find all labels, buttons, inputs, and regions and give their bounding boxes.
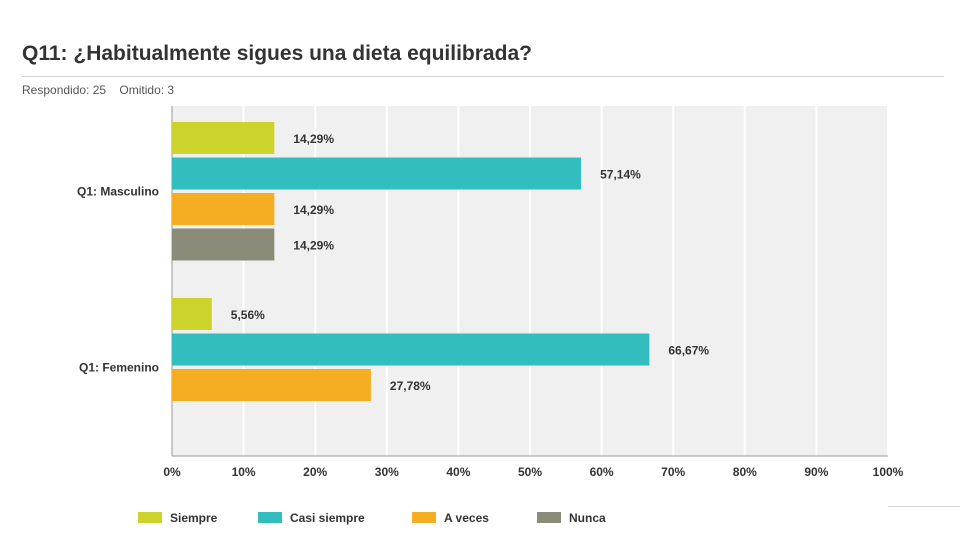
response-stats: Respondido: 25 Omitido: 3 — [22, 83, 184, 97]
legend-swatch — [537, 512, 561, 523]
answered-count: Respondido: 25 — [22, 83, 107, 97]
bar — [172, 298, 212, 330]
x-tick-label: 30% — [375, 465, 399, 479]
bar — [172, 369, 371, 401]
bar — [172, 157, 582, 190]
x-tick-label: 90% — [804, 465, 828, 479]
legend-label: Nunca — [569, 511, 606, 525]
chart-title: Q11: ¿Habitualmente sigues una dieta equ… — [22, 42, 532, 65]
x-tick-label: 80% — [733, 465, 757, 479]
x-tick-label: 10% — [232, 465, 256, 479]
data-label: 57,14% — [600, 168, 641, 182]
legend-label: Casi siempre — [290, 511, 365, 525]
data-label: 5,56% — [231, 308, 265, 322]
x-tick-label: 0% — [163, 465, 181, 479]
x-tick-label: 60% — [590, 465, 614, 479]
legend-swatch — [412, 512, 436, 523]
bar — [172, 228, 275, 261]
data-label: 14,29% — [293, 203, 334, 217]
skipped-count: Omitido: 3 — [119, 83, 175, 97]
bar — [172, 193, 275, 225]
footer-divider — [888, 506, 960, 507]
category-label: Q1: Femenino — [79, 360, 159, 374]
x-tick-label: 20% — [303, 465, 327, 479]
bar — [172, 122, 275, 154]
legend-swatch — [138, 512, 162, 523]
bar — [172, 333, 650, 366]
legend-label: A veces — [444, 511, 489, 525]
legend-swatch — [258, 512, 282, 523]
legend-label: Siempre — [170, 511, 218, 525]
category-label: Q1: Masculino — [77, 184, 159, 198]
data-label: 14,29% — [293, 239, 334, 253]
x-tick-label: 40% — [446, 465, 470, 479]
x-tick-label: 100% — [873, 465, 904, 479]
x-tick-label: 50% — [518, 465, 542, 479]
data-label: 27,78% — [390, 379, 431, 393]
title-divider — [22, 76, 944, 77]
data-label: 66,67% — [668, 344, 709, 358]
data-label: 14,29% — [293, 132, 334, 146]
x-tick-label: 70% — [661, 465, 685, 479]
